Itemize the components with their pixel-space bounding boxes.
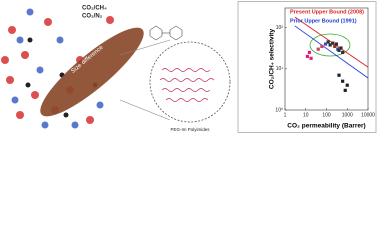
data-point <box>343 88 347 92</box>
data-point <box>309 56 313 60</box>
data-point <box>307 50 312 55</box>
data-point <box>345 83 349 87</box>
data-point <box>328 43 332 47</box>
legend-entry: Present Upper Bound (2008) <box>290 9 364 15</box>
y-tick-label: 10¹ <box>276 66 284 72</box>
y-tick-label: 10⁰ <box>275 107 283 113</box>
data-point <box>341 50 345 55</box>
chart: 1 10 100 1000 10000 10⁰ 10¹ 10² CO₂ permeability… <box>269 7 375 130</box>
data-point <box>320 44 324 49</box>
x-axis-label: CO₂ permeability (Barrer) <box>287 123 365 130</box>
highlight-ellipse <box>309 33 351 57</box>
y-axis-label: CO₂/CH₄ selectivity <box>269 29 276 90</box>
polymer-label: PEG-Im Polyimides <box>170 127 210 132</box>
illustration: CO₂/CH₄ CO₂/N₂ Size difference PEG-Im Po… <box>1 6 231 132</box>
x-tick-label: 1 <box>284 112 287 118</box>
data-point <box>341 79 345 83</box>
legend-entry: Prior Upper Bound (1991) <box>290 18 357 24</box>
data-point <box>334 42 339 46</box>
graphic: CO₂/CH₄ CO₂/N₂ Size difference PEG-Im Po… <box>1 1 377 133</box>
x-tick-label: 10 <box>303 112 309 118</box>
data-point <box>316 47 320 51</box>
bound-line <box>294 25 369 79</box>
data-point <box>331 41 335 45</box>
data-point <box>333 44 337 49</box>
data-point <box>337 73 341 77</box>
data-point <box>323 42 328 46</box>
data-point <box>326 40 330 44</box>
gas-pair-label: CO₂/N₂ <box>82 14 103 20</box>
data-point <box>305 54 309 59</box>
x-tick-label: 1000 <box>342 112 353 118</box>
x-tick-label: 100 <box>322 112 331 118</box>
y-tick-label: 10² <box>276 25 284 31</box>
data-point <box>339 46 343 50</box>
gas-pair-label: CO₂/CH₄ <box>82 6 107 12</box>
data-point <box>337 48 341 53</box>
x-tick-label: 10000 <box>361 112 375 118</box>
